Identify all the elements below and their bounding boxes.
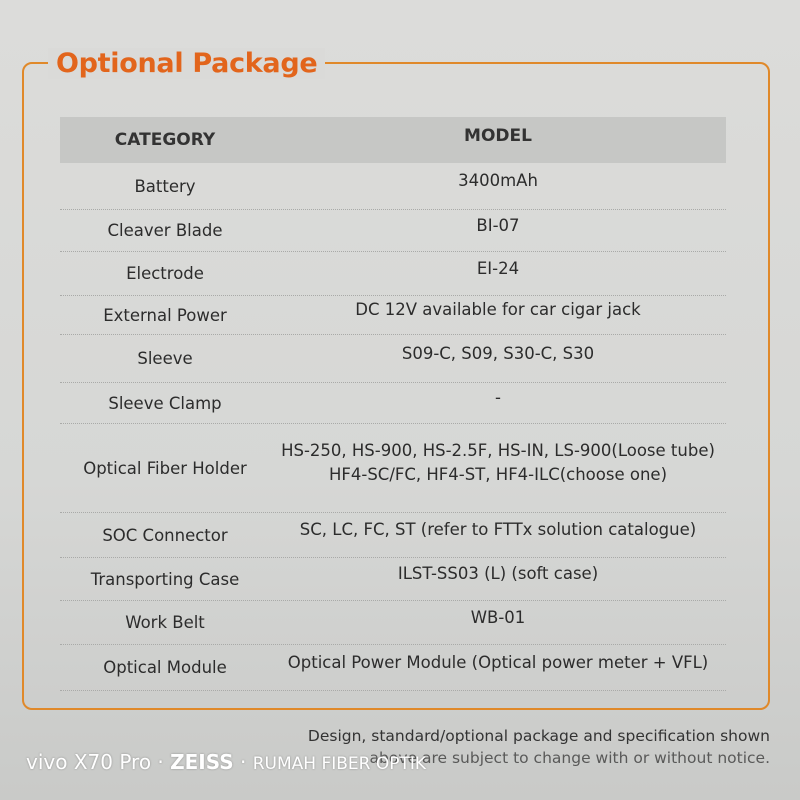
- section-title: Optional Package: [48, 48, 326, 79]
- row-category: Optical Module: [103, 658, 227, 677]
- row-model: SC, LC, FC, ST (refer to FTTx solution c…: [270, 518, 726, 542]
- row-category: Battery: [134, 176, 196, 196]
- row-category: Optical Fiber Holder: [83, 458, 247, 478]
- table-header: CATEGORY MODEL: [60, 117, 726, 163]
- footnote-line-2: above are subject to change with or with…: [369, 749, 770, 767]
- row-model: HS-250, HS-900, HS-2.5F, HS-IN, LS-900(L…: [270, 439, 726, 487]
- row-category: External Power: [103, 305, 227, 325]
- model-line: EI-24: [476, 258, 520, 278]
- row-model: 3400mAh: [270, 169, 726, 193]
- row-category: Sleeve Clamp: [108, 393, 222, 413]
- model-line: HS-250, HS-900, HS-2.5F, HS-IN, LS-900(L…: [281, 441, 715, 460]
- row-category: Electrode: [126, 264, 204, 283]
- table-row: Optical Fiber Holder HS-250, HS-900, HS-2…: [60, 424, 726, 513]
- table-row: Work Belt WB-01: [60, 601, 726, 645]
- model-line: DC 12V available for car cigar jack: [355, 300, 641, 319]
- table-row: Electrode EI-24: [60, 252, 726, 296]
- row-model: -: [270, 386, 726, 410]
- row-model: S09-C, S09, S30-C, S30: [270, 342, 726, 366]
- model-line: WB-01: [470, 607, 526, 627]
- row-model: BI-07: [270, 214, 726, 238]
- model-line: Optical Power Module (Optical power mete…: [287, 652, 709, 672]
- table-row: Sleeve S09-C, S09, S30-C, S30: [60, 335, 726, 383]
- table-row: External Power DC 12V available for car c…: [60, 296, 726, 335]
- header-model: MODEL: [464, 126, 532, 146]
- table-row: Cleaver Blade BI-07: [60, 210, 726, 252]
- watermark-owner: RUMAH FIBER OPTIK: [252, 754, 427, 774]
- model-line: S09-C, S09, S30-C, S30: [401, 343, 595, 363]
- row-category: SOC Connector: [102, 525, 228, 545]
- row-category: Work Belt: [125, 613, 205, 632]
- table-row: Transporting Case ILST-SS03 (L) (soft cas…: [60, 558, 726, 601]
- model-line: ILST-SS03 (L) (soft case): [397, 564, 599, 583]
- model-line: BI-07: [476, 215, 520, 235]
- row-category: Transporting Case: [90, 569, 240, 589]
- package-frame: [22, 62, 770, 710]
- table-row: Optical Module Optical Power Module (Opti…: [60, 645, 726, 691]
- optional-package-table: CATEGORY MODEL Battery 3400mAh Cleaver Bla…: [60, 117, 726, 691]
- model-line: SC, LC, FC, ST (refer to FTTx solution c…: [299, 520, 697, 539]
- row-model: Optical Power Module (Optical power mete…: [270, 651, 726, 675]
- camera-watermark: vivo X70 Pro · ZEISS · RUMAH FIBER OPTIK: [26, 750, 427, 774]
- row-model: DC 12V available for car cigar jack: [270, 298, 726, 322]
- row-category: Sleeve: [137, 349, 193, 368]
- header-category: CATEGORY: [114, 130, 216, 150]
- footnote: Design, standard/optional package and sp…: [308, 725, 770, 769]
- model-line: HF4-SC/FC, HF4-ST, HF4-ILC(choose one): [328, 465, 668, 484]
- table-row: Battery 3400mAh: [60, 163, 726, 210]
- row-category: Cleaver Blade: [107, 221, 223, 240]
- footnote-line-1: Design, standard/optional package and sp…: [307, 727, 770, 745]
- model-line: -: [495, 388, 501, 407]
- model-line: 3400mAh: [458, 171, 538, 190]
- row-model: WB-01: [270, 606, 726, 630]
- table-row: SOC Connector SC, LC, FC, ST (refer to FT…: [60, 513, 726, 558]
- watermark-brand: ZEISS: [170, 750, 234, 774]
- row-model: EI-24: [270, 257, 726, 281]
- watermark-device: vivo X70 Pro: [26, 750, 152, 774]
- table-row: Sleeve Clamp -: [60, 383, 726, 424]
- row-model: ILST-SS03 (L) (soft case): [270, 562, 726, 586]
